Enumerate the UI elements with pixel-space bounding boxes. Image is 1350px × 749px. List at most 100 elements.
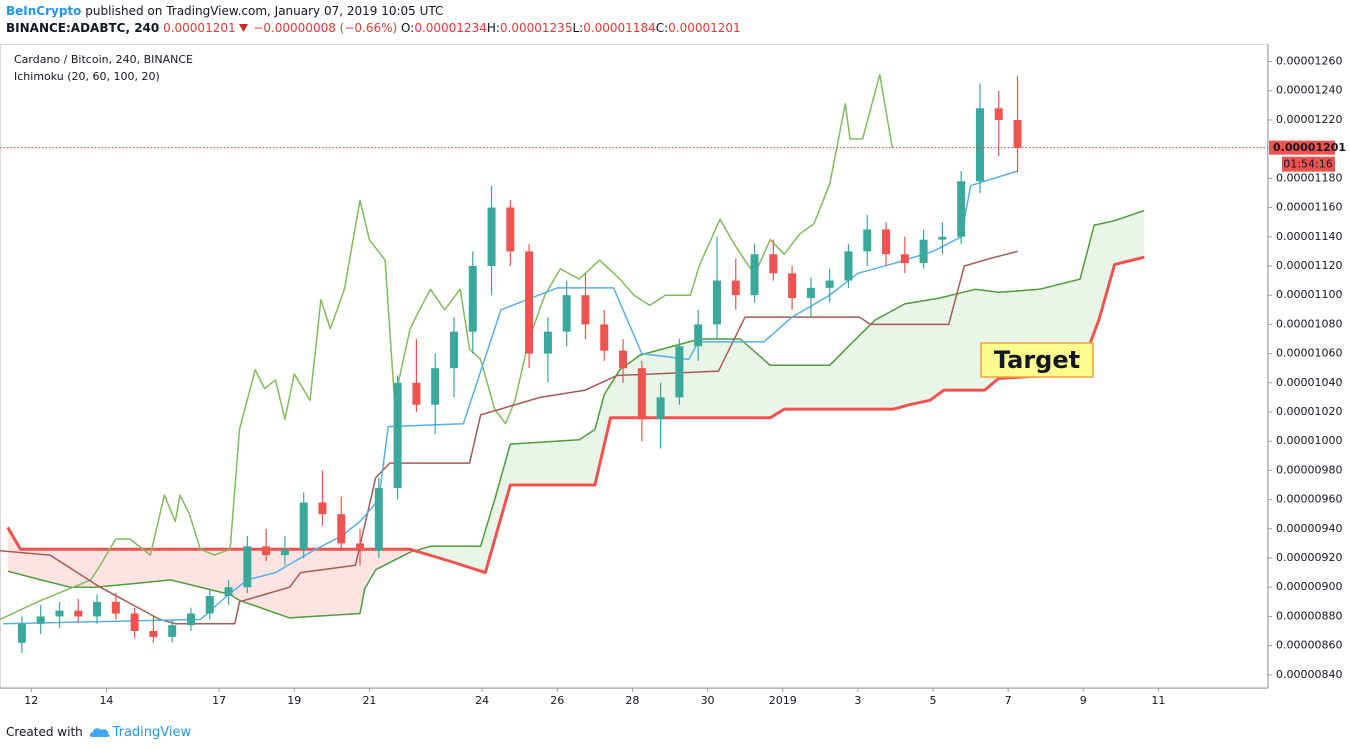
down-arrow <box>239 24 249 32</box>
ohlc-label: H: <box>486 21 500 35</box>
candle-body <box>938 236 947 240</box>
x-tick-label: 7 <box>1005 694 1012 707</box>
candle-body <box>93 601 102 617</box>
indicator-label: Ichimoku (20, 60, 100, 20) <box>14 70 160 83</box>
y-tick-label: 0.00000880 <box>1276 609 1342 622</box>
candle-body <box>788 273 797 299</box>
candle-body <box>36 616 45 624</box>
candle-body <box>74 610 83 617</box>
ohlc-label: C: <box>655 21 669 35</box>
y-tick-label: 0.00000920 <box>1276 551 1342 564</box>
countdown: 01:54:16 <box>1283 158 1332 171</box>
candle-body <box>750 254 759 296</box>
candle-body <box>318 502 327 515</box>
footer: Created with TradingView <box>6 722 191 740</box>
brand[interactable]: TradingView <box>112 725 192 740</box>
candle-body <box>675 346 684 398</box>
publisher[interactable]: BeInCrypto <box>6 4 82 18</box>
x-tick-label: 2019 <box>769 694 797 707</box>
y-tick-label: 0.00001220 <box>1276 113 1342 126</box>
lagging-span <box>0 73 894 621</box>
ohlc-value: 0.00001184 <box>583 21 656 35</box>
chart-title: Cardano / Bitcoin, 240, BINANCE <box>14 53 193 66</box>
x-tick-label: 17 <box>212 694 226 707</box>
candle-body <box>262 546 271 556</box>
base-line <box>0 250 1018 625</box>
y-tick-label: 0.00001240 <box>1276 84 1342 97</box>
x-tick-label: 30 <box>701 694 715 707</box>
y-tick-label: 0.00001100 <box>1276 288 1342 301</box>
x-tick-label: 24 <box>475 694 489 707</box>
candle-body <box>17 623 26 643</box>
symbol-line: BINANCE:ADABTC, 240 0.00001201 −0.000000… <box>6 21 741 35</box>
candle-body <box>243 546 252 588</box>
ohlc-label: O: <box>401 21 415 35</box>
candle-body <box>205 596 214 614</box>
y-tick-label: 0.00000900 <box>1276 580 1342 593</box>
candle-body <box>149 631 158 637</box>
candle-body <box>487 207 496 266</box>
x-tick-label: 28 <box>625 694 639 707</box>
y-tick-label: 0.00000840 <box>1276 668 1342 681</box>
x-tick-label: 11 <box>1151 694 1165 707</box>
candle-body <box>900 254 909 264</box>
y-tick-label: 0.00001120 <box>1276 259 1342 272</box>
x-tick-label: 3 <box>854 694 861 707</box>
y-tick-label: 0.00000980 <box>1276 463 1342 476</box>
y-tick-label: 0.00001060 <box>1276 347 1342 360</box>
candle-body <box>806 287 815 299</box>
candle-body <box>619 350 628 369</box>
y-tick-label: 0.00001160 <box>1276 201 1342 214</box>
candle-body <box>468 265 477 332</box>
price: 0.00001201 <box>163 21 236 35</box>
last-price-box <box>1269 140 1335 155</box>
candle-body <box>882 229 891 255</box>
candle-body <box>130 613 139 632</box>
x-tick-label: 14 <box>99 694 113 707</box>
candle-body <box>543 331 552 354</box>
candle-body <box>562 295 571 332</box>
countdown-box <box>1282 156 1335 172</box>
candle-body <box>449 331 458 369</box>
y-tick-label: 0.00001140 <box>1276 230 1342 243</box>
y-tick-label: 0.00001040 <box>1276 376 1342 389</box>
ohlc-value: 0.00001201 <box>668 21 741 35</box>
candle-body <box>337 514 346 544</box>
annotation-box <box>980 342 1094 378</box>
candle-body <box>356 543 365 551</box>
ohlc-value: 0.00001234 <box>414 21 487 35</box>
candle-body <box>412 382 421 405</box>
candle-body <box>994 108 1003 120</box>
created-with: Created with <box>6 725 83 739</box>
candle-body <box>525 251 534 354</box>
candle-body <box>581 295 590 325</box>
y-tick-label: 0.00000940 <box>1276 522 1342 535</box>
last-price-label: 0.00001201 <box>1273 141 1346 154</box>
candle-body <box>506 207 515 252</box>
x-tick-label: 19 <box>287 694 301 707</box>
x-tick-label: 12 <box>24 694 38 707</box>
x-tick-label: 26 <box>550 694 564 707</box>
ohlc-value: 0.00001235 <box>499 21 573 35</box>
candle-body <box>919 239 928 264</box>
candle-body <box>731 280 740 296</box>
change: −0.00000008 (−0.66%) <box>253 21 398 35</box>
candle-body <box>957 181 966 237</box>
cloud-bullish <box>7 210 1145 573</box>
candle-body <box>712 280 721 325</box>
tradingview-logo <box>89 728 110 737</box>
symbol: BINANCE:ADABTC, 240 <box>6 21 160 35</box>
candle-body <box>280 549 289 556</box>
y-tick-label: 0.00001080 <box>1276 317 1342 330</box>
candle-body <box>393 382 402 488</box>
y-tick-label: 0.00000860 <box>1276 639 1342 652</box>
candle-body <box>224 587 233 596</box>
x-tick-label: 9 <box>1080 694 1087 707</box>
ohlc: O:0.00001234H:0.00001235L:0.00001184C:0.… <box>401 21 741 35</box>
candle-body <box>600 324 609 351</box>
candle-body <box>656 397 665 420</box>
candle-body <box>863 229 872 252</box>
candle-body <box>374 487 383 551</box>
